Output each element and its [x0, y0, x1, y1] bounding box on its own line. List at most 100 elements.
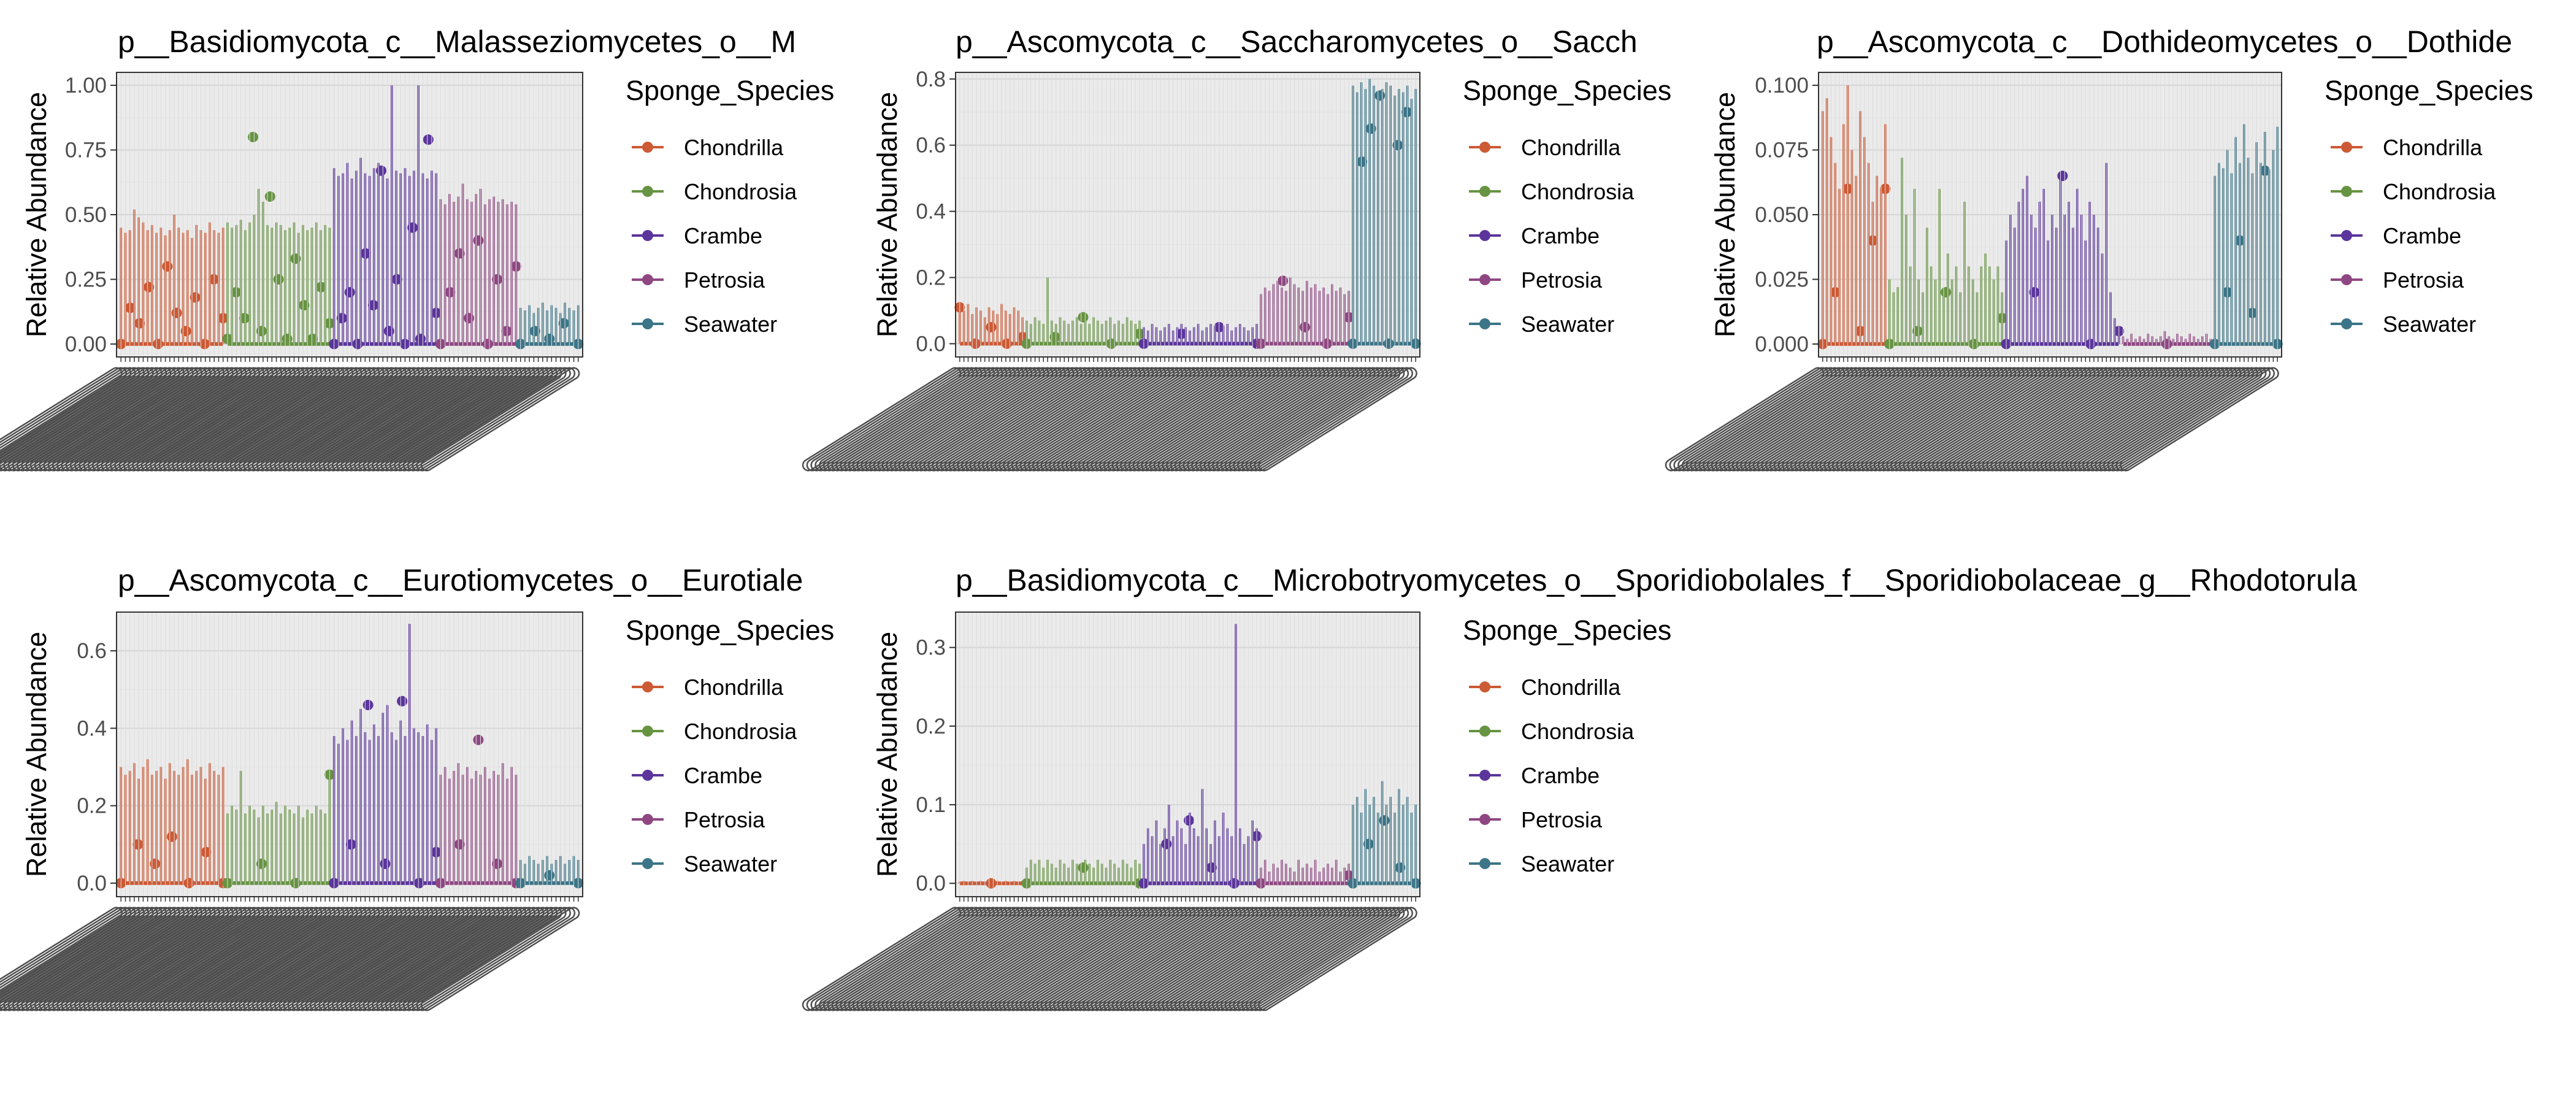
legend-key-point — [1479, 318, 1490, 329]
data-point — [454, 248, 465, 259]
y-axis-title: Relative Abundance — [21, 632, 52, 877]
x-tick-label — [1258, 907, 1417, 1011]
data-point — [201, 846, 212, 857]
legend-key-point — [1479, 681, 1490, 692]
data-point — [1392, 140, 1403, 151]
legend-item-seawater: Seawater — [632, 851, 777, 876]
data-point — [1078, 312, 1089, 323]
legend-label: Petrosia — [2383, 267, 2464, 293]
legend-key-point — [1479, 814, 1490, 825]
data-point — [231, 287, 242, 298]
legend-item-chondrosia: Chondrosia — [632, 179, 797, 204]
x-tick-label — [1249, 907, 1409, 1011]
data-point — [344, 287, 355, 298]
data-point — [473, 235, 484, 246]
x-tick-label — [2115, 367, 2275, 472]
data-point — [2085, 339, 2096, 350]
y-tick-label: 0.1 — [916, 793, 946, 817]
y-axis-title: Relative Abundance — [1709, 92, 1741, 337]
data-point — [383, 326, 394, 337]
legend-label: Chondrilla — [2383, 135, 2483, 160]
data-point — [1184, 815, 1195, 826]
x-tick-label — [416, 907, 576, 1011]
data-point — [1078, 862, 1089, 873]
legend-key-point — [2341, 142, 2352, 153]
legend-label: Crambe — [2383, 223, 2461, 248]
y-tick-label: 0.000 — [1755, 332, 1809, 356]
panel-3: p__Ascomycota_c__Dothideomycetes_o__Doth… — [1665, 25, 2533, 472]
legend-item-chondrilla: Chondrilla — [632, 135, 784, 160]
data-point — [986, 878, 997, 889]
legend-item-petrosia: Petrosia — [632, 267, 765, 293]
legend-item-petrosia: Petrosia — [1469, 807, 1603, 832]
data-point — [376, 165, 387, 176]
data-point — [299, 300, 310, 311]
legend-label: Seawater — [684, 851, 777, 876]
legend-label: Chondrosia — [1521, 719, 1635, 744]
legend-item-chondrosia: Chondrosia — [1469, 179, 1635, 204]
data-point — [134, 318, 145, 329]
x-tick-label — [2111, 367, 2271, 472]
data-point — [492, 858, 503, 869]
legend-label: Chondrosia — [2383, 179, 2496, 204]
legend-label: Petrosia — [1521, 267, 1603, 293]
legend-item-seawater: Seawater — [2331, 312, 2476, 337]
data-point — [1968, 339, 1979, 350]
legend-item-crambe: Crambe — [632, 223, 762, 248]
legend-key-point — [2341, 186, 2352, 197]
legend-label: Seawater — [2383, 312, 2476, 337]
panel-1: p__Basidiomycota_c__Malasseziomycetes_o_… — [0, 25, 834, 472]
legend: Sponge_Species Chondrilla Chondrosia Crambe… — [1463, 615, 1671, 876]
y-tick-label: 0.2 — [916, 266, 946, 290]
data-point — [464, 313, 475, 324]
data-point — [1161, 838, 1172, 849]
y-tick-label: 0.75 — [65, 139, 107, 163]
panel-title: p__Ascomycota_c__Eurotiomycetes_o__Eurot… — [118, 563, 803, 597]
data-point — [273, 274, 284, 285]
legend-key-point — [1479, 230, 1490, 241]
data-point — [415, 333, 426, 344]
legend: Sponge_Species Chondrilla Chondrosia Crambe… — [2325, 75, 2533, 337]
legend-item-crambe: Crambe — [1469, 763, 1600, 788]
data-point — [1365, 123, 1376, 134]
data-point — [166, 831, 177, 842]
panel-title: p__Basidiomycota_c__Malasseziomycetes_o_… — [118, 25, 796, 59]
y-tick-label: 0.075 — [1755, 139, 1809, 163]
legend-title: Sponge_Species — [626, 615, 834, 646]
legend: Sponge_Species Chondrilla Chondrosia Crambe… — [1463, 75, 1671, 337]
data-point — [1401, 107, 1413, 118]
y-tick-label: 0.2 — [916, 715, 946, 738]
x-tick-label — [2103, 367, 2263, 472]
data-point — [492, 274, 503, 285]
y-tick-label: 0.0 — [916, 332, 946, 356]
y-tick-label: 0.3 — [916, 636, 946, 660]
data-point — [352, 339, 363, 350]
x-tick-label — [2120, 367, 2279, 472]
plot-border — [116, 611, 583, 897]
data-point — [125, 302, 136, 313]
data-point — [132, 839, 144, 850]
x-tick-label — [407, 907, 567, 1011]
plot-background — [956, 612, 1420, 897]
legend-key-point — [1479, 186, 1490, 197]
plot-border — [955, 611, 1420, 897]
legend-title: Sponge_Species — [2325, 75, 2533, 106]
data-point — [199, 339, 210, 350]
legend-key-point — [642, 858, 653, 869]
x-tick-label — [402, 367, 562, 472]
legend: Sponge_Species Chondrilla Chondrosia Crambe… — [626, 615, 834, 876]
data-point — [153, 339, 164, 350]
y-tick-label: 0.2 — [77, 794, 107, 818]
legend-item-petrosia: Petrosia — [1469, 267, 1603, 293]
legend-label: Petrosia — [1521, 807, 1603, 832]
legend-key-point — [642, 142, 653, 153]
y-axis-title: Relative Abundance — [872, 92, 903, 337]
legend-item-seawater: Seawater — [632, 312, 777, 337]
data-point — [1374, 90, 1386, 101]
data-point — [307, 333, 318, 344]
x-tick-label — [412, 367, 571, 472]
y-tick-label: 0.0 — [916, 872, 946, 895]
data-point — [1321, 338, 1332, 349]
legend-item-petrosia: Petrosia — [632, 807, 765, 832]
y-tick-label: 0.4 — [77, 716, 107, 740]
